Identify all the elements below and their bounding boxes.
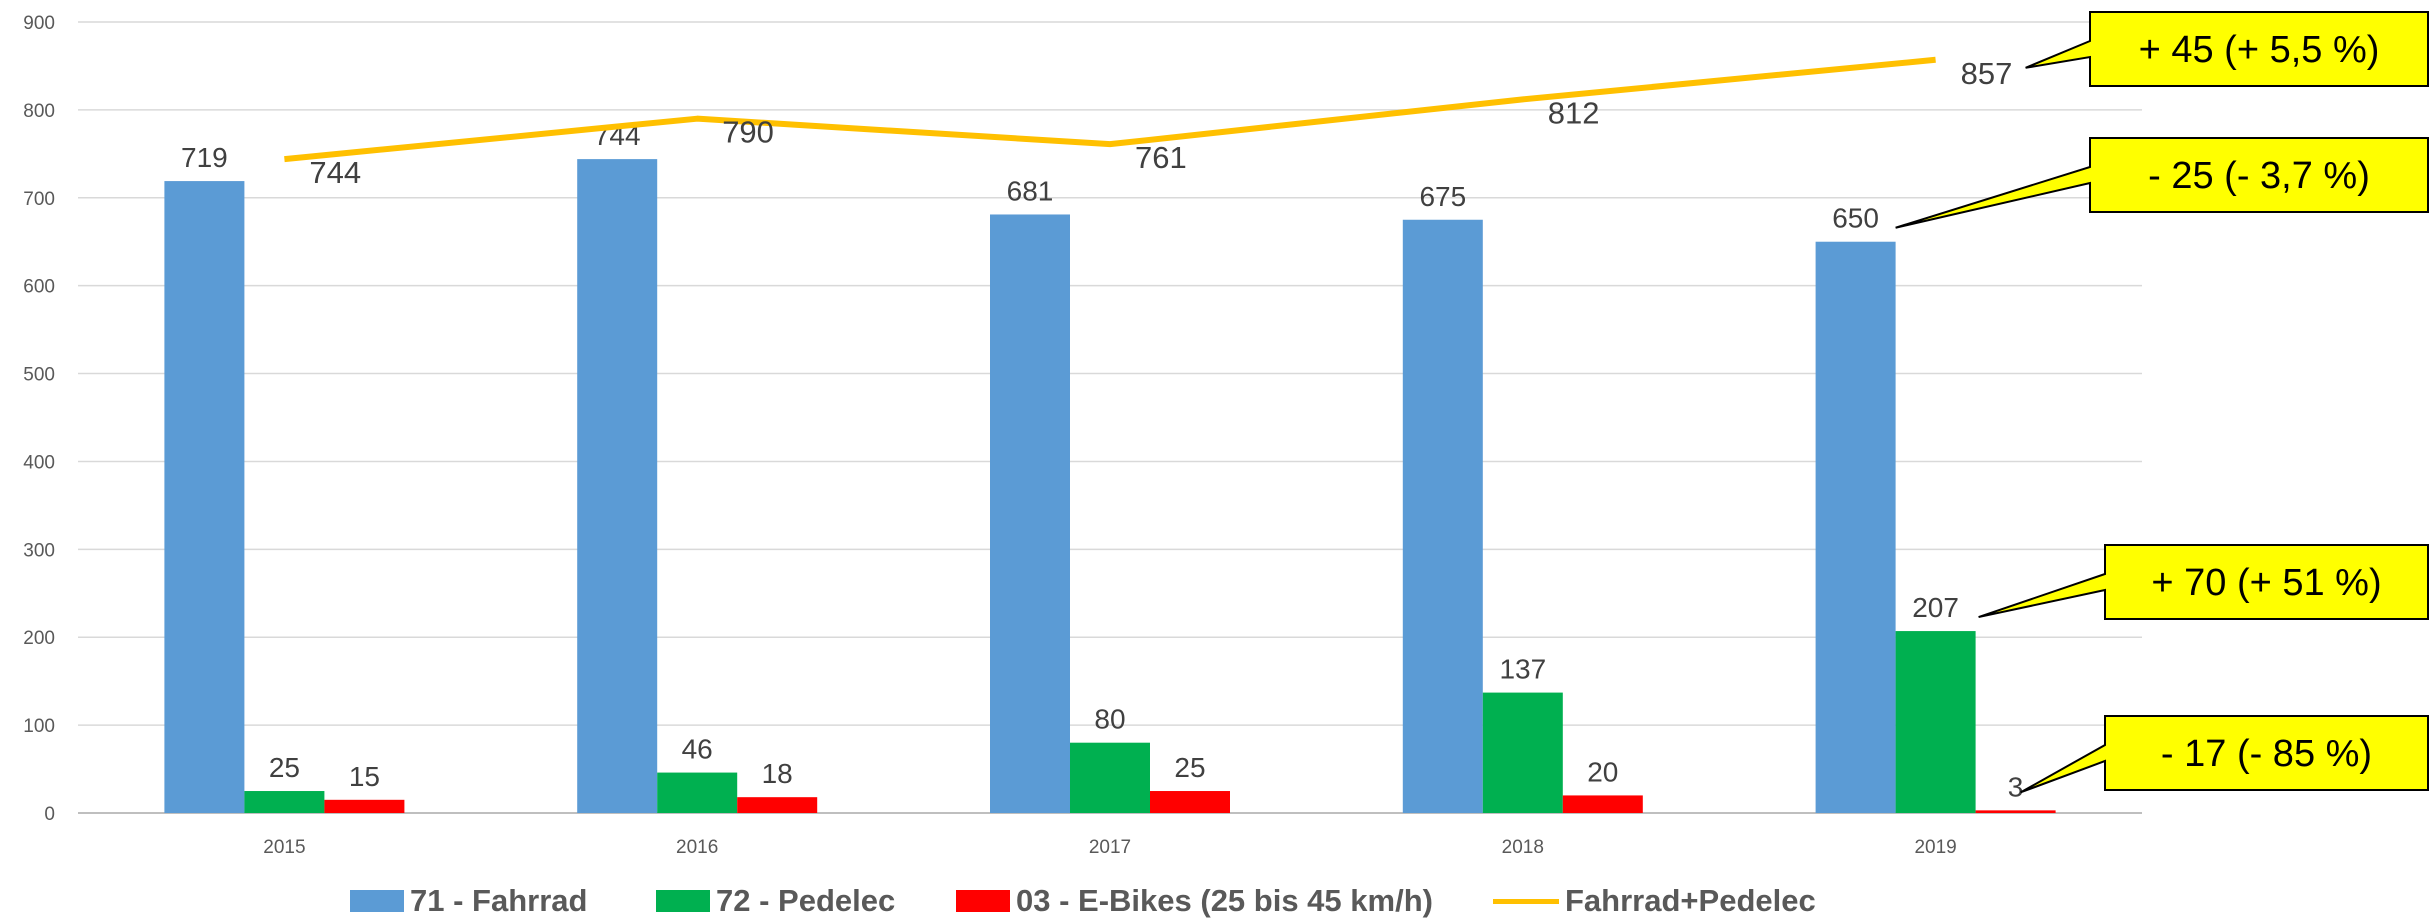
legend-label-sum: Fahrrad+Pedelec xyxy=(1565,883,1816,918)
x-tick-label: 2016 xyxy=(676,837,718,858)
data-label: 137 xyxy=(1499,654,1546,685)
bar xyxy=(1895,631,1976,813)
legend-item-ebikes: 03 - E-Bikes (25 bis 45 km/h) xyxy=(956,880,1433,922)
y-tick-label: 400 xyxy=(23,452,55,473)
data-label: 681 xyxy=(1007,175,1054,206)
legend: 71 - Fahrrad 72 - Pedelec 03 - E-Bikes (… xyxy=(0,880,2430,922)
y-tick-label: 600 xyxy=(23,277,55,298)
line-data-label: 790 xyxy=(722,115,774,150)
bar xyxy=(164,181,245,814)
legend-item-sum: Fahrrad+Pedelec xyxy=(1493,880,1816,922)
bar xyxy=(577,159,658,813)
callout-box xyxy=(1978,544,2429,620)
x-tick-label: 2019 xyxy=(1914,837,1956,858)
bar xyxy=(1402,219,1483,813)
data-label: 15 xyxy=(349,761,380,792)
bar xyxy=(1150,791,1230,813)
x-tick-label: 2018 xyxy=(1502,837,1544,858)
data-label: 3 xyxy=(2008,771,2024,802)
y-tick-label: 700 xyxy=(23,189,55,210)
callout-text: - 25 (- 3,7 %) xyxy=(2148,155,2370,197)
legend-swatch-pedelec xyxy=(656,890,710,912)
y-tick-label: 100 xyxy=(23,716,55,737)
data-label: 46 xyxy=(682,734,713,765)
bar xyxy=(990,214,1070,813)
data-label: 207 xyxy=(1912,592,1959,623)
y-tick-label: 300 xyxy=(23,540,55,561)
line-data-label: 744 xyxy=(309,155,361,190)
callout-box xyxy=(1895,137,2429,229)
callout-box xyxy=(2020,715,2429,794)
data-label: 20 xyxy=(1587,756,1618,787)
bar xyxy=(1070,742,1150,813)
y-tick-label: 800 xyxy=(23,101,55,122)
legend-swatch-fahrrad xyxy=(350,890,404,912)
legend-swatch-ebikes xyxy=(956,890,1010,912)
legend-item-fahrrad: 71 - Fahrrad xyxy=(350,880,587,922)
y-tick-label: 200 xyxy=(23,628,55,649)
data-label: 80 xyxy=(1094,704,1125,735)
line-data-label: 812 xyxy=(1548,95,1600,130)
bar xyxy=(1562,795,1643,813)
bar xyxy=(1482,692,1563,813)
y-tick-label: 0 xyxy=(44,804,55,825)
bar xyxy=(1815,241,1896,813)
legend-label-fahrrad: 71 - Fahrrad xyxy=(410,883,588,918)
line-data-label: 857 xyxy=(1961,56,2013,91)
callout-box xyxy=(2025,11,2429,87)
data-label: 25 xyxy=(269,752,300,783)
bar xyxy=(1975,810,2056,813)
data-label: 25 xyxy=(1174,752,1205,783)
legend-label-pedelec: 72 - Pedelec xyxy=(716,883,896,918)
legend-swatch-sum xyxy=(1493,898,1559,904)
x-tick-label: 2017 xyxy=(1089,837,1131,858)
legend-label-ebikes: 03 - E-Bikes (25 bis 45 km/h) xyxy=(1016,883,1433,918)
bar xyxy=(244,791,325,813)
data-label: 650 xyxy=(1832,203,1879,234)
bar xyxy=(657,772,738,813)
series-line xyxy=(284,56,1936,163)
x-tick-label: 2015 xyxy=(263,837,305,858)
y-tick-label: 500 xyxy=(23,365,55,386)
callout-text: + 70 (+ 51 %) xyxy=(2151,562,2381,604)
data-label: 719 xyxy=(181,142,228,173)
callout-text: + 45 (+ 5,5 %) xyxy=(2139,29,2380,71)
data-label: 675 xyxy=(1419,181,1466,212)
bar xyxy=(324,799,405,813)
callout-text: - 17 (- 85 %) xyxy=(2161,733,2372,775)
y-tick-label: 900 xyxy=(23,13,55,34)
legend-item-pedelec: 72 - Pedelec xyxy=(656,880,895,922)
data-label: 18 xyxy=(762,758,793,789)
line-data-label: 761 xyxy=(1135,140,1187,175)
bar xyxy=(737,797,818,813)
